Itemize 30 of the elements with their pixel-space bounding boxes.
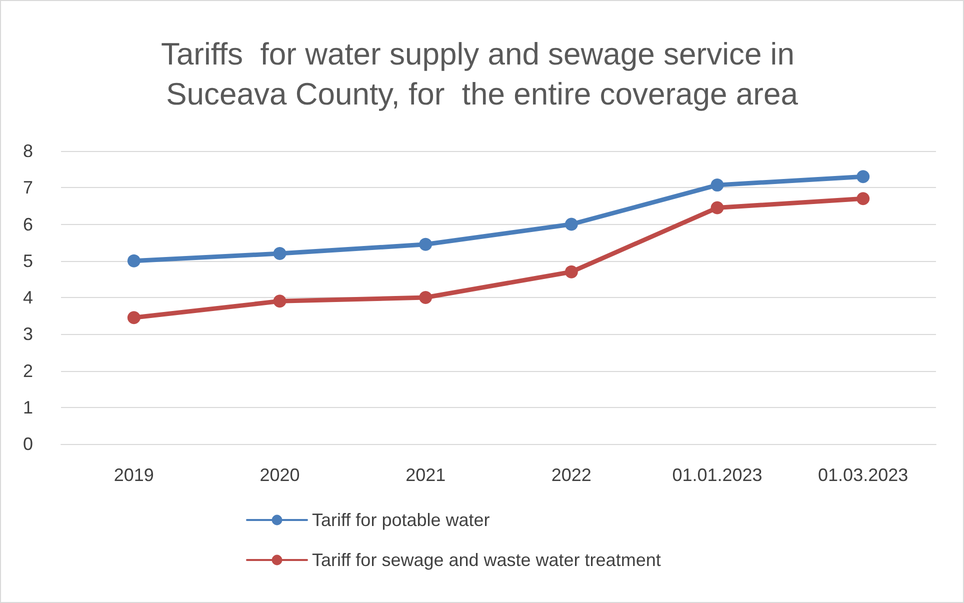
y-tick-label: 8	[22, 141, 33, 161]
point	[856, 170, 870, 184]
point	[127, 311, 140, 324]
x-tick-label: 01.03.2023	[818, 465, 908, 485]
x-tick-label: 2020	[260, 465, 300, 485]
y-tick-label: 4	[22, 288, 33, 308]
point	[273, 247, 286, 260]
x-tick-label: 2021	[406, 465, 446, 485]
y-tick-label: 3	[22, 324, 33, 344]
point	[564, 265, 578, 278]
x-tick-label: 2019	[114, 465, 154, 485]
point	[127, 254, 140, 268]
point	[710, 201, 724, 214]
x-tick-label: 01.01.2023	[672, 465, 762, 485]
y-tick-label: 0	[22, 434, 33, 454]
point	[564, 218, 578, 231]
y-tick-label: 6	[22, 214, 33, 234]
point	[419, 238, 432, 251]
point	[710, 178, 724, 192]
point	[273, 294, 286, 308]
y-tick-label: 7	[22, 178, 33, 198]
y-tick-label: 1	[22, 397, 33, 418]
legend-label: Tariff for potable water	[312, 510, 490, 530]
legend-label: Tariff for sewage and waste water treatment	[312, 550, 661, 570]
x-tick-label: 2022	[551, 465, 592, 485]
chart-title: Tariffs for water supply and sewage service in Suceava County, for the entire coverage area	[160, 36, 804, 112]
point	[419, 291, 432, 304]
point	[856, 192, 870, 206]
y-tick-label: 2	[22, 360, 33, 381]
y-tick-label: 5	[22, 250, 33, 271]
